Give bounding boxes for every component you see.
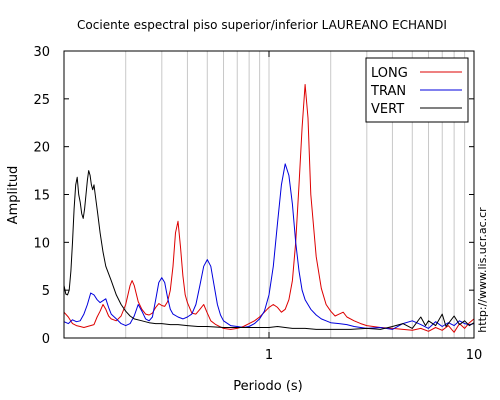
y-tick-label: 25 [33,93,50,108]
x-tick-label: 1 [265,348,273,363]
y-tick-label: 15 [33,189,50,204]
legend-label: LONG [371,66,408,81]
y-axis-label: Amplitud [6,166,21,225]
x-axis-label: Periodo (s) [233,379,303,394]
grid-lines [125,51,466,338]
credit-url: http://www.lis.ucr.ac.cr [476,207,489,333]
y-tick-label: 30 [33,45,50,60]
y-tick-label: 10 [33,236,50,251]
series-line-vert [63,170,475,330]
chart-title: Cociente espectral piso superior/inferio… [77,18,447,32]
y-tick-label: 20 [33,141,50,156]
series-layer [63,84,475,333]
axis-ticks: 0 5 10 15 20 25 30 1 10 [33,45,482,363]
x-tick-label: 10 [466,348,483,363]
y-tick-label: 5 [42,284,50,299]
legend-label: VERT [371,102,404,117]
y-tick-label: 0 [42,332,50,347]
legend-label: TRAN [370,84,406,99]
series-line-long [63,84,475,333]
legend: LONG TRAN VERT [365,57,469,123]
